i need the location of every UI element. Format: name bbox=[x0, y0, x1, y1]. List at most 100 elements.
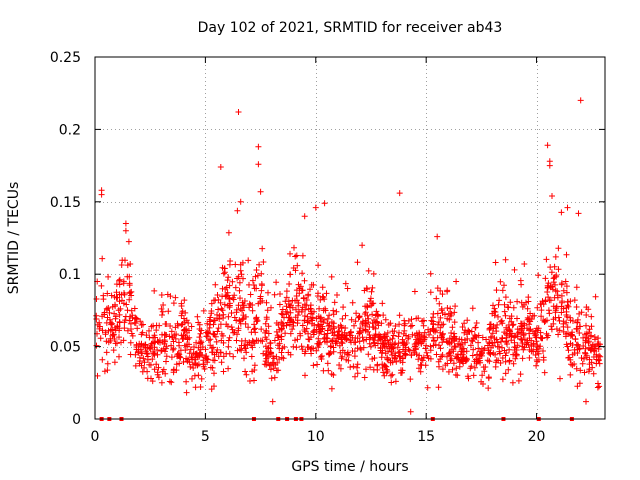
data-point bbox=[230, 353, 237, 360]
data-point bbox=[398, 367, 404, 374]
data-point bbox=[490, 302, 496, 309]
data-point bbox=[367, 343, 374, 350]
data-point bbox=[524, 305, 531, 312]
data-point bbox=[538, 307, 545, 314]
data-point bbox=[228, 324, 235, 331]
data-point bbox=[304, 313, 311, 320]
data-point bbox=[165, 308, 172, 315]
outlier-point bbox=[577, 97, 584, 104]
data-point bbox=[210, 330, 217, 337]
data-point bbox=[467, 365, 474, 372]
data-point bbox=[563, 289, 570, 296]
data-point bbox=[469, 305, 476, 312]
outlier-point bbox=[544, 142, 551, 149]
data-point bbox=[424, 352, 431, 359]
data-point bbox=[224, 323, 231, 330]
data-point bbox=[292, 253, 299, 260]
data-point bbox=[127, 261, 134, 267]
data-point bbox=[568, 361, 574, 368]
data-point bbox=[343, 336, 349, 343]
data-point bbox=[342, 312, 349, 319]
data-point bbox=[246, 304, 253, 311]
data-point bbox=[300, 294, 307, 301]
data-point bbox=[308, 350, 315, 357]
data-point bbox=[286, 281, 293, 287]
data-point bbox=[166, 333, 173, 340]
data-point bbox=[269, 398, 276, 405]
data-point bbox=[225, 302, 231, 309]
data-point bbox=[363, 366, 369, 373]
data-point bbox=[402, 344, 409, 351]
data-point bbox=[183, 378, 190, 385]
data-point bbox=[273, 353, 280, 360]
data-point bbox=[493, 357, 500, 364]
data-point bbox=[299, 322, 306, 329]
data-point bbox=[152, 338, 159, 345]
data-point bbox=[141, 359, 148, 366]
data-point bbox=[299, 287, 306, 294]
data-point bbox=[490, 342, 496, 349]
data-point bbox=[362, 326, 369, 333]
data-point bbox=[374, 311, 381, 318]
data-point bbox=[326, 322, 333, 329]
data-point bbox=[364, 286, 371, 293]
data-point bbox=[572, 335, 579, 342]
data-point bbox=[117, 305, 124, 312]
data-point bbox=[499, 287, 506, 294]
data-point bbox=[185, 320, 192, 326]
data-point bbox=[319, 293, 326, 300]
data-point bbox=[232, 261, 239, 268]
data-point bbox=[248, 329, 255, 336]
data-point bbox=[428, 317, 435, 324]
data-point bbox=[367, 295, 374, 302]
data-point bbox=[255, 337, 262, 344]
data-point bbox=[231, 314, 238, 321]
data-point bbox=[521, 261, 528, 267]
data-point bbox=[558, 209, 565, 216]
data-point bbox=[239, 299, 246, 306]
data-point bbox=[589, 364, 596, 371]
data-point bbox=[229, 278, 236, 285]
data-point bbox=[417, 361, 424, 368]
data-point bbox=[581, 369, 588, 376]
data-point bbox=[162, 321, 169, 327]
chart-title: Day 102 of 2021, SRMTID for receiver ab4… bbox=[198, 20, 503, 36]
data-point bbox=[217, 299, 224, 306]
data-point bbox=[416, 365, 422, 372]
data-point bbox=[170, 367, 177, 374]
data-point bbox=[251, 321, 258, 328]
data-point bbox=[299, 252, 306, 259]
data-point bbox=[217, 321, 224, 328]
data-point bbox=[540, 348, 546, 354]
data-point bbox=[154, 369, 161, 376]
data-point bbox=[479, 372, 486, 379]
data-point bbox=[116, 334, 122, 341]
data-point bbox=[438, 307, 445, 314]
data-point bbox=[238, 342, 245, 349]
data-point bbox=[365, 351, 372, 358]
data-point bbox=[260, 259, 267, 265]
data-point bbox=[586, 344, 592, 351]
data-point bbox=[439, 291, 446, 298]
data-point bbox=[207, 364, 214, 371]
data-point bbox=[293, 306, 299, 313]
data-point bbox=[381, 334, 388, 341]
data-point bbox=[558, 309, 565, 316]
data-point bbox=[449, 366, 456, 373]
data-point bbox=[519, 355, 526, 362]
data-point bbox=[345, 352, 352, 358]
data-point bbox=[450, 360, 457, 367]
data-point bbox=[251, 367, 258, 373]
data-point bbox=[444, 339, 451, 346]
data-point bbox=[357, 329, 363, 336]
data-point bbox=[518, 335, 524, 342]
data-point bbox=[207, 336, 214, 343]
data-point bbox=[220, 332, 226, 339]
data-point bbox=[439, 366, 446, 373]
data-point bbox=[396, 329, 402, 336]
data-point bbox=[510, 304, 517, 311]
data-point bbox=[403, 332, 409, 339]
data-point bbox=[207, 342, 214, 349]
data-point bbox=[114, 323, 121, 330]
data-point bbox=[526, 321, 533, 328]
